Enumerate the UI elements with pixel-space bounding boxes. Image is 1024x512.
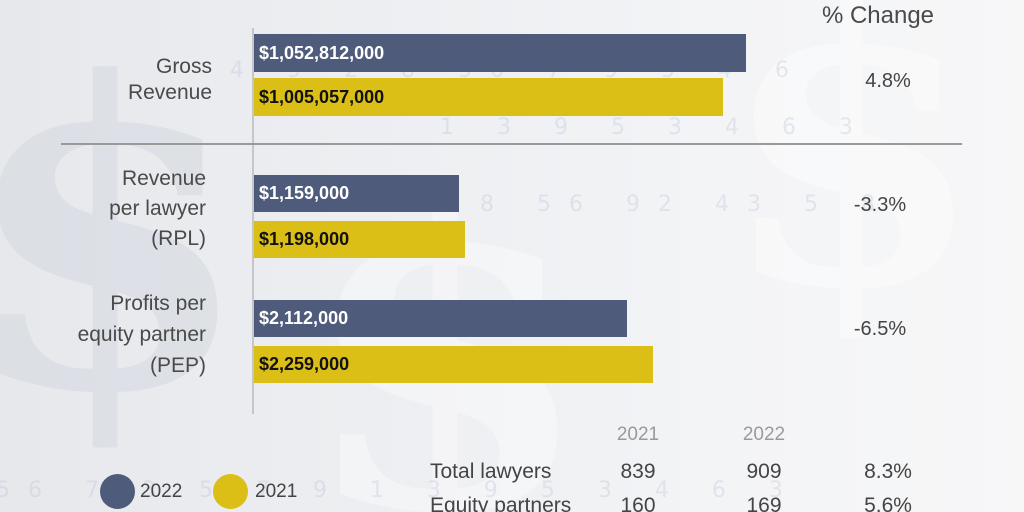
- label-line: Profits per: [110, 292, 206, 315]
- bar-pep-2022: $2,112,000: [254, 300, 627, 337]
- background-dollar-icon: $: [720, 0, 985, 373]
- bar-value: $1,159,000: [259, 183, 350, 203]
- legend-label: 2022: [140, 480, 183, 502]
- bar-value: $2,259,000: [259, 354, 350, 374]
- bar-value: $1,052,812,000: [259, 42, 385, 63]
- legend-item-2022: 2022: [100, 474, 182, 509]
- bar-rpl-2022: $1,159,000: [254, 175, 459, 212]
- bar-gross-revenue-2021: $1,005,057,000: [254, 78, 723, 116]
- value-pct-change: 5.6%: [864, 494, 912, 512]
- label-line: Revenue: [121, 167, 206, 190]
- table-header-2021: 2021: [616, 424, 660, 445]
- category-label-pep: Profits per equity partner (PEP): [6, 288, 206, 381]
- bar-value: $1,005,057,000: [259, 86, 385, 107]
- value-pct-change: 8.3%: [864, 460, 912, 483]
- section-divider: [61, 143, 962, 145]
- legend-swatch-2022: [100, 474, 135, 509]
- value-2021: 839: [620, 460, 656, 483]
- label-line: (PEP): [149, 354, 206, 377]
- legend-label: 2021: [255, 480, 298, 502]
- legend-item-2021: 2021: [213, 474, 297, 509]
- pct-change-gross-revenue: 4.8%: [865, 70, 911, 92]
- label-line: (RPL): [151, 227, 206, 250]
- table-header-2022: 2022: [742, 424, 786, 445]
- value-2021: 160: [620, 494, 656, 512]
- pct-change-pep: -6.5%: [853, 318, 907, 340]
- label-line: per lawyer: [109, 197, 206, 220]
- category-label-gross-revenue: Gross Revenue: [12, 54, 212, 106]
- bar-gross-revenue-2022: $1,052,812,000: [254, 34, 746, 72]
- category-label-rpl: Revenue per lawyer (RPL): [6, 164, 206, 254]
- bar-value: $2,112,000: [259, 308, 349, 328]
- label-line: Gross: [155, 55, 212, 78]
- row-label: Equity partners: [430, 494, 572, 512]
- row-label: Total lawyers: [430, 460, 552, 483]
- legend-swatch-2021: [213, 474, 248, 509]
- bar-value: $1,198,000: [259, 229, 350, 249]
- bar-rpl-2021: $1,198,000: [254, 221, 465, 258]
- value-2022: 909: [746, 460, 782, 483]
- bar-pep-2021: $2,259,000: [254, 346, 653, 383]
- pct-change-rpl: -3.3%: [853, 194, 907, 216]
- pct-change-header: % Change: [821, 2, 935, 29]
- background-digits: 1 3 9 5 3 4 6 3: [440, 115, 871, 140]
- value-2022: 169: [746, 494, 782, 512]
- label-line: Revenue: [127, 81, 212, 104]
- y-axis-line: [252, 28, 254, 414]
- label-line: equity partner: [77, 323, 206, 346]
